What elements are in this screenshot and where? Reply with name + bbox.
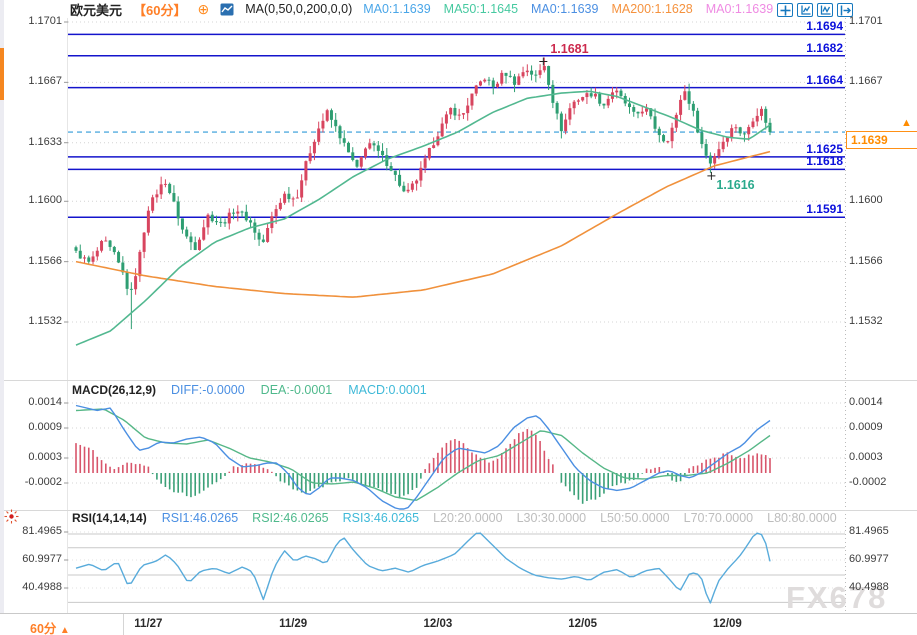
low-annotation: 1.1616 <box>716 177 755 192</box>
macd-axis-label-left: -0.0002 <box>24 476 62 488</box>
date-tick-label: 12/05 <box>568 618 598 630</box>
rsi-axis-label-left: 81.4965 <box>22 525 62 537</box>
price-axis-label-right: 1.1667 <box>849 75 883 88</box>
level-price-label: 1.1591 <box>806 202 843 217</box>
add-indicator-icon[interactable]: ⊕ <box>197 1 210 17</box>
macd-axis-label-left: 0.0014 <box>28 396 62 408</box>
rsi-header: RSI(14,14,14) RSI1:46.0265 RSI2:46.0265 RS… <box>72 511 837 525</box>
macd-readout: DEA:-0.0001 <box>260 383 333 397</box>
rsi-readouts: RSI1:46.0265 RSI2:46.0265 RSI3:46.0265 L20:… <box>162 511 837 525</box>
rsi-readout: L80:80.0000 <box>767 511 837 525</box>
ma-readout: MA50:1.1645 <box>443 2 519 16</box>
price-axis-label-left: 1.1600 <box>28 194 62 207</box>
price-axis-label-left: 1.1701 <box>28 15 62 27</box>
time-axis-bar: 60分 ▲ 11/27 11/29 12/03 12/05 12/09 <box>0 613 917 635</box>
rsi-axis-label-left: 60.9977 <box>22 553 62 565</box>
price-axis-label-left: 1.1566 <box>28 254 62 267</box>
ma-settings-label: MA(0,50,0,200,0,0) <box>245 2 353 16</box>
level-price-label: 1.1664 <box>806 72 843 87</box>
ma-readout: MA0:1.1639 <box>531 2 599 16</box>
rsi-readout: L50:50.0000 <box>600 511 670 525</box>
macd-axis-label-left: 0.0003 <box>28 451 62 463</box>
date-tick-label: 11/27 <box>134 618 163 630</box>
price-axis-label-right: 1.1532 <box>849 315 883 327</box>
pan-right-icon[interactable] <box>837 3 853 17</box>
ma-readout: MA0:1.1639 <box>363 2 431 16</box>
price-axis-label-right: 1.1600 <box>849 194 883 207</box>
macd-axis-label-right: 0.0009 <box>849 421 883 433</box>
rsi-axis-label-right: 60.9977 <box>849 553 889 565</box>
macd-header: MACD(26,12,9) DIFF:-0.0000 DEA:-0.0001 MAC… <box>72 383 427 397</box>
date-tick-label: 12/09 <box>713 618 742 630</box>
timeframe-button[interactable]: 60分 ▲ <box>30 622 70 635</box>
rsi-axis-label-right: 40.4988 <box>849 581 889 593</box>
price-axis-label-left: 1.1633 <box>28 135 62 148</box>
interval-label[interactable]: 【60分】 <box>133 2 187 18</box>
price-axis-label-right: 1.1566 <box>849 254 883 267</box>
ma-readouts: MA0:1.1639 MA50:1.1645 MA0:1.1639 MA200:1.1… <box>363 2 773 16</box>
macd-readout: DIFF:-0.0000 <box>171 383 245 397</box>
level-price-label: 1.1625 <box>806 141 843 156</box>
rsi-axis-label-right: 81.4965 <box>849 525 889 537</box>
chart-toolbar <box>777 3 853 17</box>
price-up-arrow-icon: ▲ <box>901 117 912 129</box>
macd-axis-label-left: 0.0009 <box>28 421 62 433</box>
rsi-readout: L30:30.0000 <box>516 511 587 525</box>
main-chart-header: 欧元美元 【60分】 ⊕ MA(0,50,0,200,0,0) MA0:1.16… <box>70 1 773 18</box>
rsi-title: RSI(14,14,14) <box>72 511 147 525</box>
level-price-label: 1.1618 <box>806 154 843 169</box>
rsi-readout: RSI2:46.0265 <box>252 511 329 525</box>
left-scroll-strip <box>0 0 4 613</box>
level-price-label: 1.1694 <box>806 19 843 34</box>
macd-axis-label-right: 0.0003 <box>849 451 883 463</box>
rsi-axis-label-left: 40.4988 <box>22 581 62 593</box>
price-axis-label-left: 1.1667 <box>28 75 62 88</box>
scroll-thumb[interactable] <box>0 48 4 100</box>
symbol-name: 欧元美元 <box>70 2 123 18</box>
macd-axis-label-right: -0.0002 <box>849 476 887 488</box>
rsi-readout: L20:20.0000 <box>433 511 503 525</box>
timeframe-divider <box>123 614 124 635</box>
kline-chart-icon[interactable] <box>220 3 234 16</box>
price-axis-label-left: 1.1532 <box>28 315 62 327</box>
date-tick-label: 12/03 <box>423 618 453 630</box>
crosshair-move-icon[interactable] <box>777 3 793 17</box>
rsi-readout: L70:70.0000 <box>683 511 754 525</box>
macd-axis-label-right: 0.0014 <box>849 396 883 408</box>
rsi-readout: RSI3:46.0265 <box>342 511 420 525</box>
ma-readout: MA0:1.1639 <box>705 2 774 16</box>
rsi-readout: RSI1:46.0265 <box>161 511 239 525</box>
y-axis-scale-icon[interactable] <box>797 3 813 17</box>
x-axis-scale-icon[interactable] <box>817 3 833 17</box>
ma-readout: MA200:1.1628 <box>611 2 693 16</box>
macd-title: MACD(26,12,9) <box>72 383 157 397</box>
macd-readout: MACD:0.0001 <box>348 383 427 397</box>
indicator-settings-icon[interactable] <box>4 509 19 524</box>
timeframe-up-arrow-icon: ▲ <box>59 625 70 635</box>
high-annotation: 1.1681 <box>550 41 589 56</box>
macd-readouts: DIFF:-0.0000 DEA:-0.0001 MACD:0.0001 <box>171 383 427 397</box>
date-tick-label: 11/29 <box>279 618 308 630</box>
current-price-tag: 1.1639 <box>846 131 917 149</box>
price-axis-label-right: 1.1701 <box>849 15 883 27</box>
watermark: FX678 <box>786 580 888 615</box>
level-price-label: 1.1682 <box>806 40 843 55</box>
